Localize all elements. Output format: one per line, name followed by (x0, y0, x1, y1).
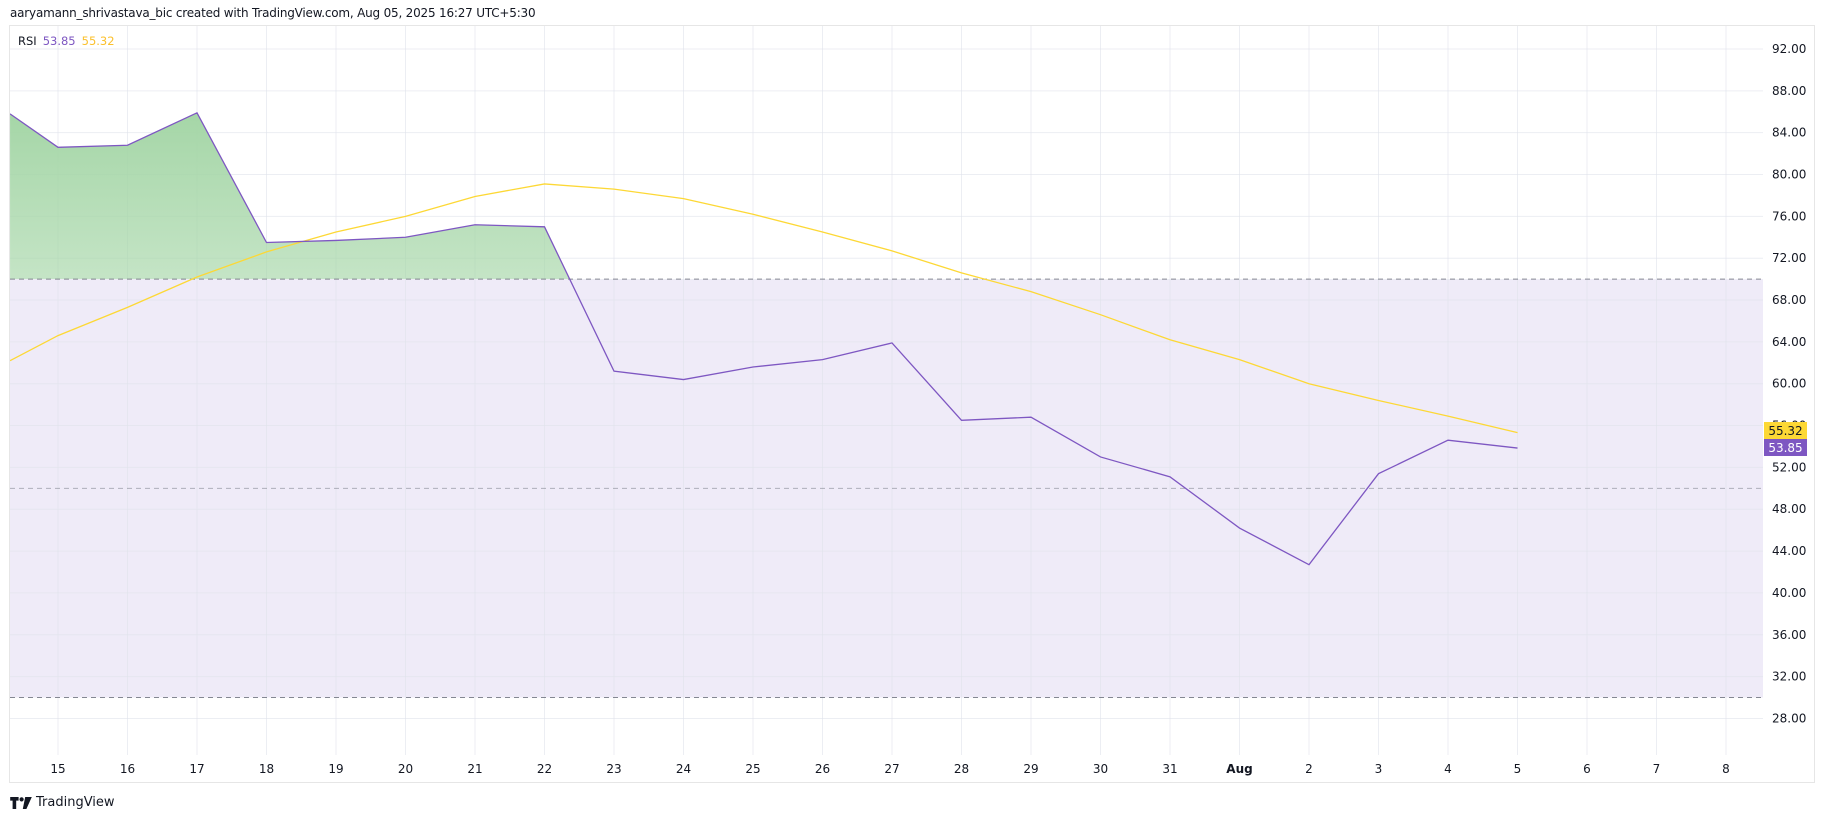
y-axis-label: 64.00 (1772, 335, 1806, 349)
y-axis-label: 72.00 (1772, 251, 1806, 265)
y-axis-label: 68.00 (1772, 293, 1806, 307)
tradingview-logo[interactable]: TradingView (10, 795, 115, 810)
ma-value: 55.32 (81, 34, 115, 48)
y-axis-label: 36.00 (1772, 628, 1806, 642)
x-axis-label: 23 (606, 762, 621, 776)
y-axis-label: 76.00 (1772, 209, 1806, 223)
rsi-ma-line (10, 183, 1518, 434)
x-axis-label: 5 (1514, 762, 1522, 776)
x-axis-label: 20 (398, 762, 413, 776)
x-axis-label: 15 (50, 762, 65, 776)
x-axis-label: 27 (884, 762, 899, 776)
y-axis-label: 88.00 (1772, 84, 1806, 98)
x-axis-label: 29 (1023, 762, 1038, 776)
x-axis-label: 19 (328, 762, 343, 776)
rsi-value: 53.85 (42, 34, 76, 48)
indicator-legend[interactable]: RSI 53.85 55.32 (18, 34, 115, 48)
x-axis-label: 8 (1722, 762, 1730, 776)
x-axis-label: 22 (537, 762, 552, 776)
x-axis-label: 25 (745, 762, 760, 776)
indicator-name: RSI (18, 34, 37, 48)
ma-price-tag-text: 55.32 (1768, 424, 1802, 438)
y-axis-label: 92.00 (1772, 42, 1806, 56)
x-axis-label: 7 (1653, 762, 1661, 776)
x-axis-label: 17 (189, 762, 204, 776)
y-axis-label: 40.00 (1772, 586, 1806, 600)
x-axis-label: 3 (1375, 762, 1383, 776)
attribution-header: aaryamann_shrivastava_bic created with T… (10, 6, 536, 20)
y-axis-label: 28.00 (1772, 711, 1806, 725)
x-axis-label: 21 (467, 762, 482, 776)
rsi-price-tag-text: 53.85 (1768, 441, 1802, 455)
y-axis-label: 84.00 (1772, 126, 1806, 140)
y-axis-label: 32.00 (1772, 670, 1806, 684)
tradingview-logo-icon (10, 796, 32, 809)
y-axis-label: 48.00 (1772, 502, 1806, 516)
y-axis-label: 60.00 (1772, 377, 1806, 391)
x-axis-label: 24 (676, 762, 691, 776)
overbought-fill (10, 112, 570, 280)
x-axis-label: 6 (1583, 762, 1591, 776)
x-axis-label: 2 (1305, 762, 1313, 776)
chart-frame (9, 25, 1815, 783)
rsi-line (10, 111, 1518, 566)
x-axis-label: 28 (954, 762, 969, 776)
rsi-price-tag (1764, 439, 1807, 456)
x-axis-label: Aug (1226, 762, 1252, 776)
tradingview-brand-text: TradingView (36, 795, 115, 810)
x-axis-label: 31 (1162, 762, 1177, 776)
x-axis-label: 30 (1093, 762, 1108, 776)
y-axis-label: 80.00 (1772, 168, 1806, 182)
x-axis-label: 4 (1444, 762, 1452, 776)
x-axis-label: 26 (815, 762, 830, 776)
y-axis-label: 44.00 (1772, 544, 1806, 558)
ma-price-tag (1764, 422, 1807, 439)
x-axis-label: 16 (120, 762, 135, 776)
y-axis-label: 52.00 (1772, 460, 1806, 474)
x-axis-label: 18 (259, 762, 274, 776)
